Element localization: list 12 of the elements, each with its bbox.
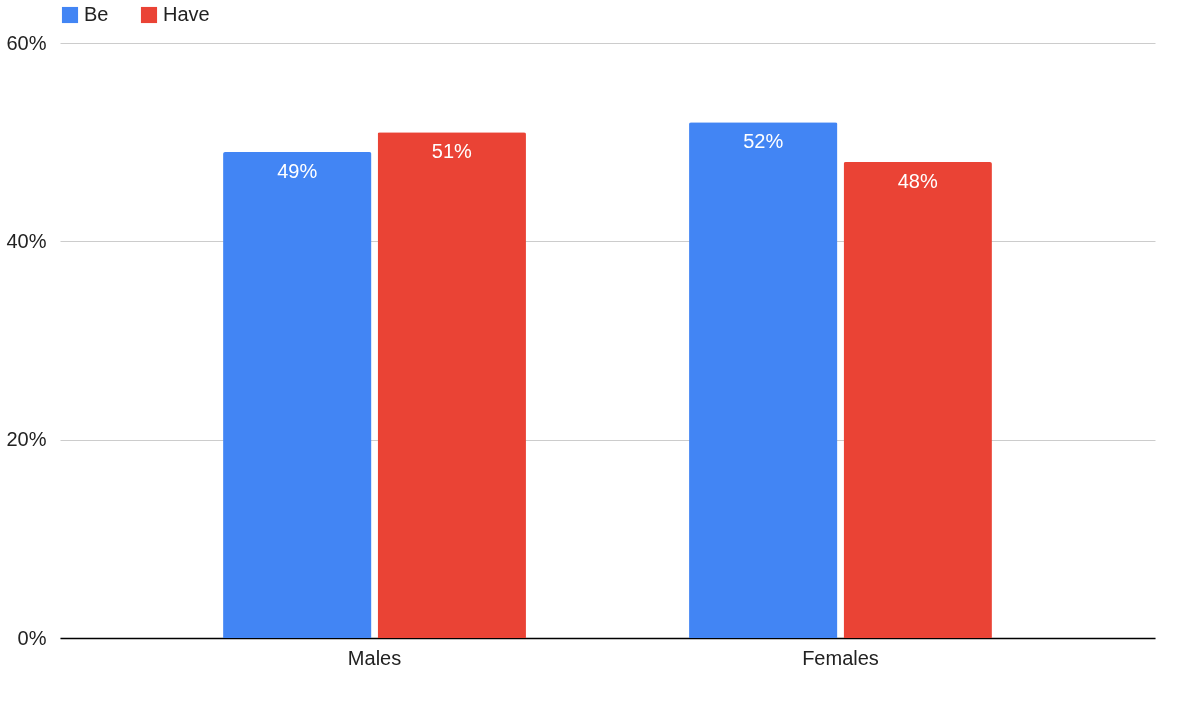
- data-label: 52%: [743, 130, 784, 153]
- y-tick-label: 20%: [6, 428, 47, 451]
- y-tick-label: 60%: [6, 31, 47, 54]
- legend-label: Be: [84, 3, 109, 25]
- data-label: 51%: [431, 140, 473, 163]
- data-label: 48%: [897, 170, 938, 192]
- y-tick-label: 0%: [17, 626, 47, 649]
- x-tick-label: Males: [347, 646, 402, 669]
- y-tick-label: 40%: [6, 229, 47, 252]
- legend-label: Have: [163, 3, 210, 25]
- data-label: 49%: [277, 160, 318, 183]
- x-tick-label: Females: [802, 646, 879, 669]
